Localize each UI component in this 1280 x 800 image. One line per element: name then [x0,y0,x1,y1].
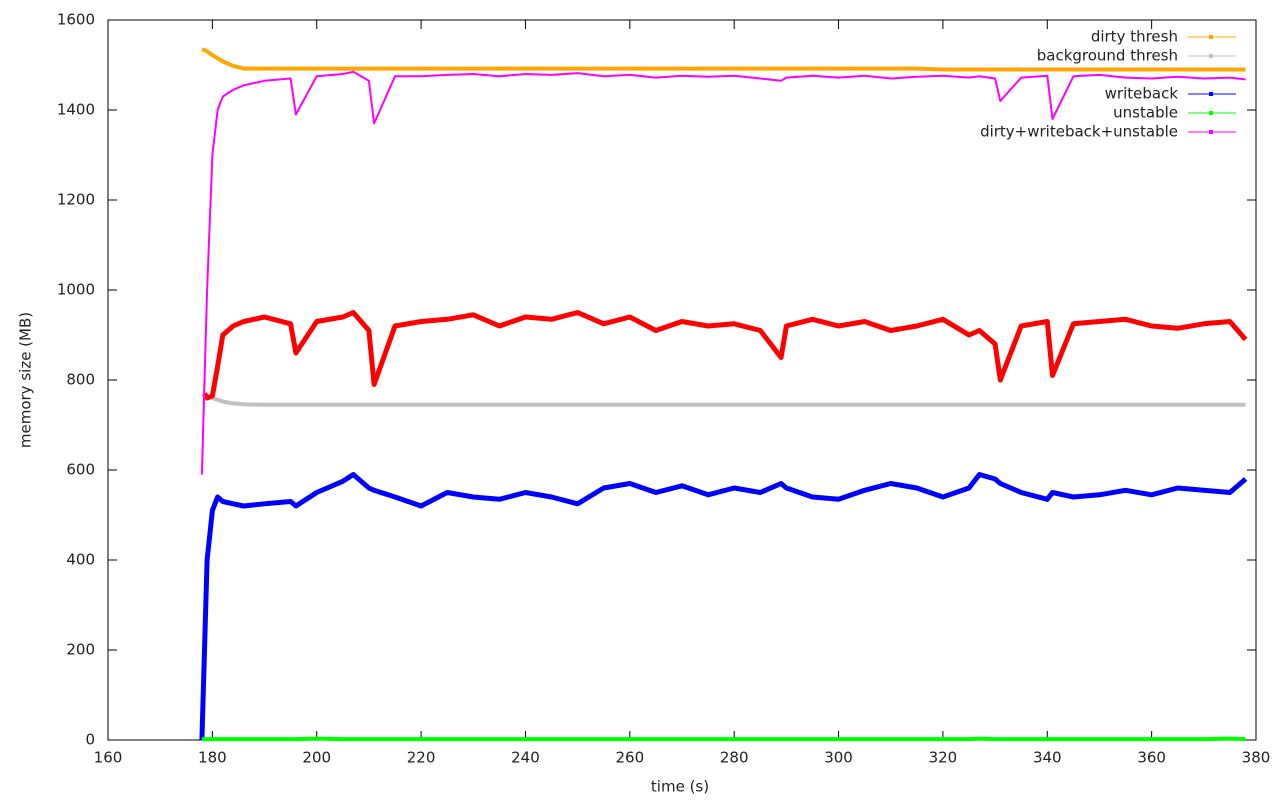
legend-swatch-point [1209,130,1213,134]
series-line [199,472,1248,741]
legend-label: dirty thresh [1091,28,1178,46]
y-tick-label: 400 [66,551,95,569]
legend-label: dirty+writeback+unstable [980,123,1178,141]
legend-swatch-point [1209,54,1213,58]
x-tick-label: 200 [302,749,331,767]
x-tick-label: 360 [1137,749,1166,767]
x-tick-label: 380 [1242,749,1271,767]
legend-swatch-point [1209,111,1213,115]
y-tick-label: 0 [85,731,95,749]
series-line [201,47,1246,72]
x-tick-label: 160 [94,749,123,767]
x-tick-label: 340 [1033,749,1062,767]
legend-label: unstable [1113,104,1178,122]
x-axis-label: time (s) [651,778,709,796]
y-tick-label: 1600 [57,11,95,29]
x-tick-label: 240 [511,749,540,767]
y-tick-label: 1400 [57,101,95,119]
x-tick-label: 220 [407,749,436,767]
x-tick-label: 320 [929,749,958,767]
series-line [202,310,1248,401]
y-axis-label: memory size (MB) [17,312,35,448]
y-tick-label: 800 [66,371,95,389]
y-tick-label: 200 [66,641,95,659]
legend-swatch-point [1209,35,1213,39]
legend-label: background thresh [1037,47,1178,65]
y-tick-label: 1000 [57,281,95,299]
y-tick-label: 1200 [57,191,95,209]
y-tick-label: 600 [66,461,95,479]
x-tick-label: 180 [198,749,227,767]
legend-swatch-point [1209,92,1213,96]
series-line [200,70,1246,475]
series-line [201,736,1246,742]
x-tick-label: 280 [720,749,749,767]
x-tick-label: 260 [615,749,644,767]
legend-label: writeback [1105,85,1179,103]
series-line [201,392,1246,407]
x-tick-label: 300 [824,749,853,767]
